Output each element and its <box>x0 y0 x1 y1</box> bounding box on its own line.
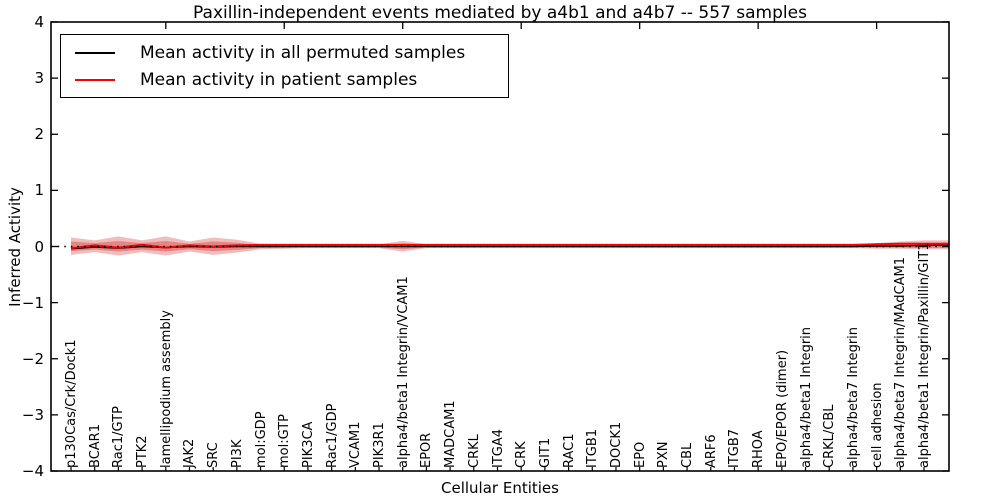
y-tick-label: −4 <box>21 462 44 480</box>
x-tick-label: CRKL <box>466 434 482 468</box>
x-tick-label: PTK2 <box>135 435 151 468</box>
x-tick-label: p130Cas/Crk/Dock1 <box>64 339 79 468</box>
x-tick-label: alpha4/beta1 Integrin/Paxillin/GIT1 <box>917 242 932 468</box>
x-tick-label: alpha4/beta1 Integrin/VCAM1 <box>395 276 411 468</box>
x-tick-label: EPO <box>632 441 648 468</box>
legend-entry-permuted: Mean activity in all permuted samples <box>75 40 508 66</box>
x-tick-label: CBL <box>680 442 696 468</box>
x-tick-label: JAK2 <box>182 438 198 468</box>
x-tick-label: ITGB1 <box>585 428 601 468</box>
x-tick-label: EPO/EPOR (dimer) <box>774 349 790 468</box>
x-tick-label: CRKL/CBL <box>822 404 838 469</box>
legend: Mean activity in all permuted samples Me… <box>60 34 509 98</box>
x-tick-label: VCAM1 <box>348 421 364 468</box>
x-tick-label: PI3K <box>229 439 245 468</box>
x-tick-label: Rac1/GDP <box>324 403 340 468</box>
y-tick-label: −3 <box>21 405 44 424</box>
permuted-line-swatch <box>75 51 115 54</box>
y-tick-label: −2 <box>21 349 44 368</box>
x-tick-label: ITGA4 <box>490 428 506 468</box>
x-tick-label: Rac1/GTP <box>111 406 127 468</box>
legend-entry-patient: Mean activity in patient samples <box>75 67 508 93</box>
y-tick-label: −1 <box>21 293 44 312</box>
legend-entry-label: Mean activity in all permuted samples <box>140 42 466 63</box>
x-tick-label: alpha4/beta7 Integrin <box>845 326 861 468</box>
x-tick-label: alpha4/beta1 Integrin <box>798 326 814 468</box>
y-tick-label: 2 <box>34 125 44 144</box>
y-tick-label: 1 <box>34 181 44 200</box>
y-tick-label: 3 <box>34 69 44 88</box>
x-tick-label: lamellipodium assembly <box>158 310 174 468</box>
x-tick-label: ITGB7 <box>727 428 743 468</box>
x-tick-label: BCAR1 <box>87 424 103 468</box>
x-tick-label: cell adhesion <box>869 382 885 468</box>
x-axis-label: Cellular Entities <box>441 479 559 497</box>
chart-title: Paxillin-independent events mediated by … <box>193 3 807 23</box>
y-tick-label: 0 <box>34 237 44 256</box>
patient-line-swatch <box>75 78 115 81</box>
x-tick-label: RAC1 <box>561 433 577 468</box>
x-tick-label: alpha4/beta7 Integrin/MAdCAM1 <box>893 257 909 468</box>
x-tick-label: CRK <box>514 441 530 468</box>
x-tick-label: mol:GTP <box>277 414 293 468</box>
x-tick-label: PIK3CA <box>300 421 316 468</box>
x-tick-label: PXN <box>656 441 672 468</box>
x-tick-label: EPOR <box>419 432 435 468</box>
x-tick-label: GIT1 <box>537 437 553 468</box>
x-tick-label: MADCAM1 <box>443 400 459 468</box>
y-tick-label: 4 <box>34 13 44 31</box>
legend-entry-label: Mean activity in patient samples <box>140 69 418 90</box>
x-tick-label: ARF6 <box>703 434 719 468</box>
x-tick-label: PIK3R1 <box>372 422 388 468</box>
x-tick-label: DOCK1 <box>608 421 624 468</box>
x-tick-label: SRC <box>206 442 222 468</box>
x-tick-label: mol:GDP <box>253 411 269 468</box>
x-tick-label: RHOA <box>751 430 767 468</box>
